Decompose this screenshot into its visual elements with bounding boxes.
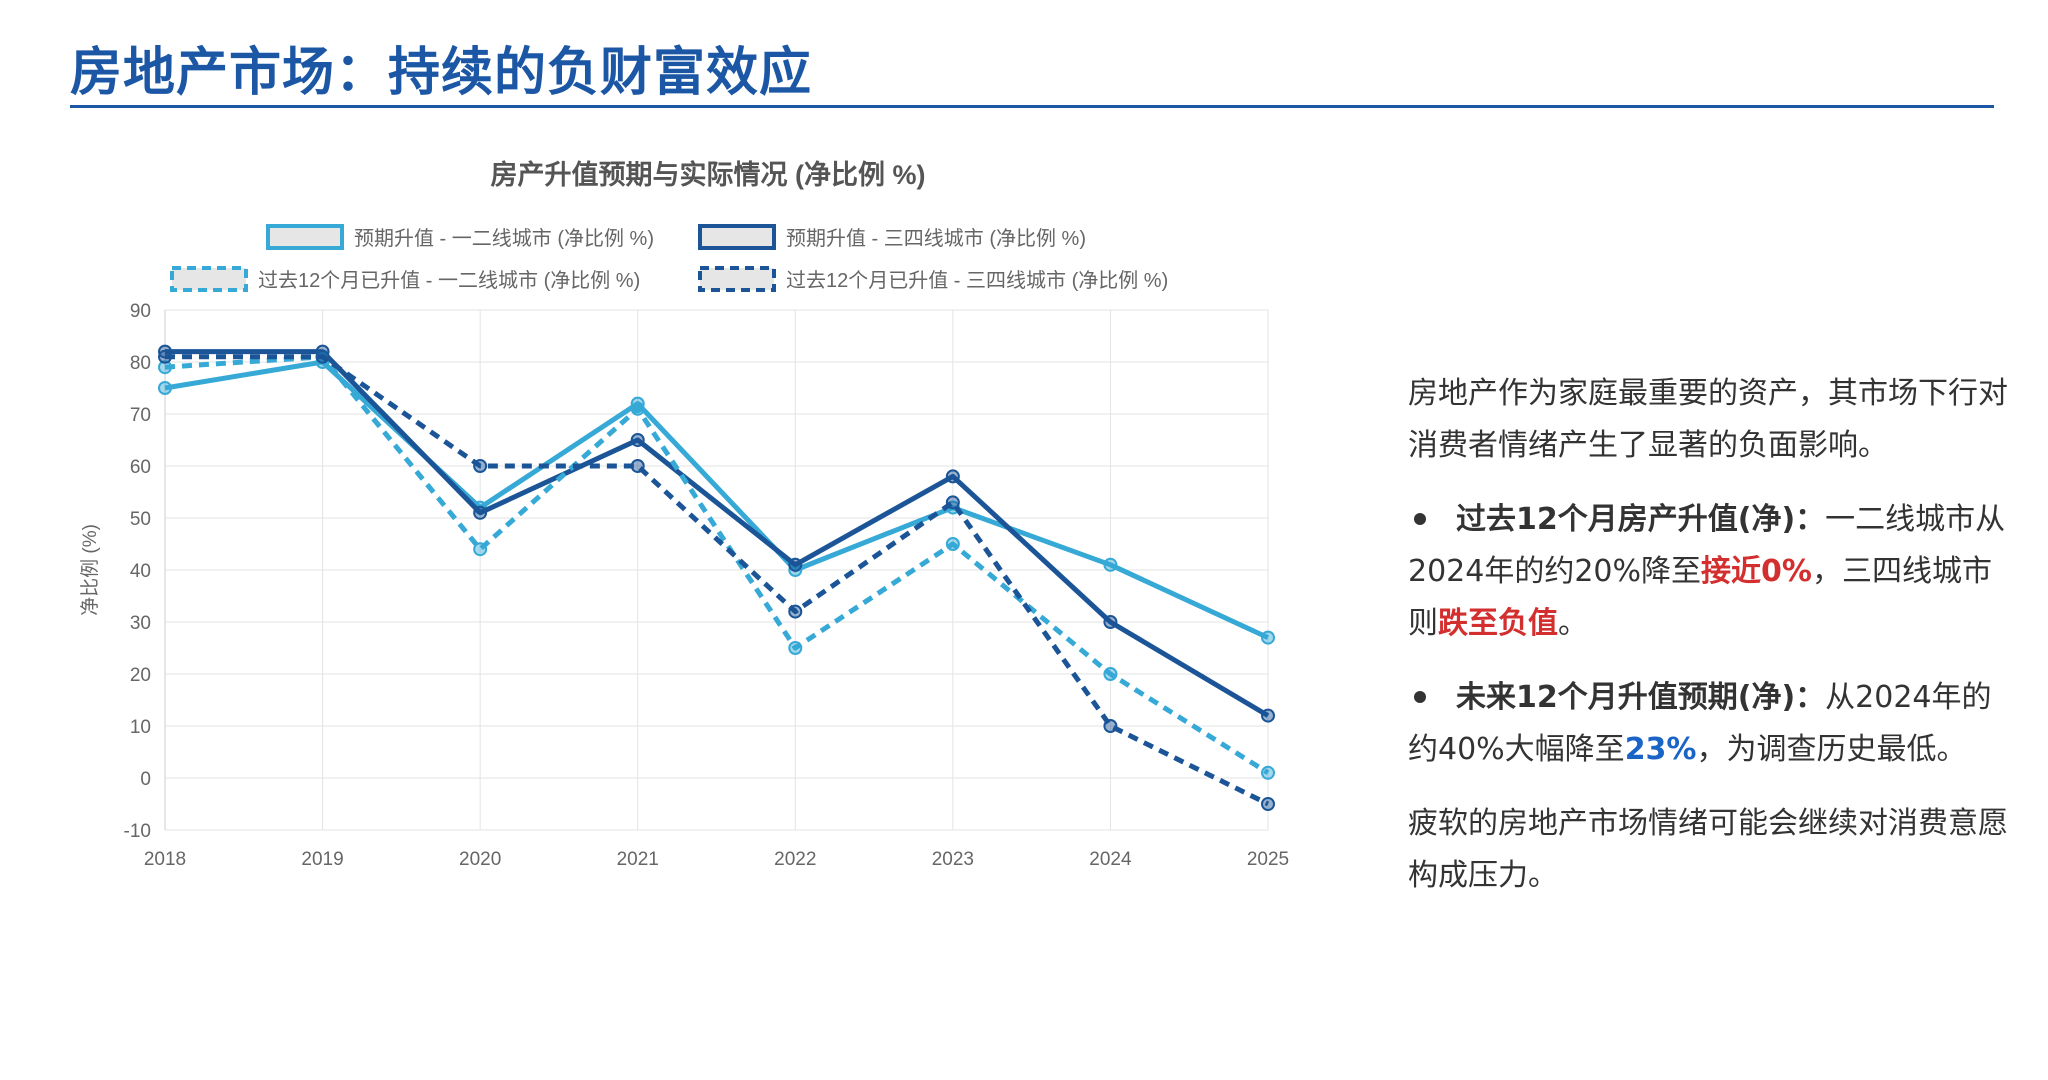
data-point bbox=[945, 537, 960, 551]
data-point bbox=[788, 557, 803, 572]
bullet-text: ，为调查历史最低。 bbox=[1696, 732, 1967, 767]
bullet-text: 一二线城市从2024年的约20%降至 bbox=[1408, 502, 2006, 589]
title-divider bbox=[70, 105, 1994, 108]
y-tick-label: 90 bbox=[130, 301, 151, 322]
highlight-red: 接近0% bbox=[1701, 554, 1812, 589]
x-tick-label: 2021 bbox=[617, 849, 659, 870]
data-point bbox=[1261, 708, 1275, 723]
data-point bbox=[630, 433, 645, 447]
intro-paragraph: 房地产作为家庭最重要的资产，其市场下行对消费者情绪产生了显著的负面影响。 bbox=[1408, 376, 2008, 463]
legend-swatch bbox=[170, 266, 248, 292]
data-point bbox=[1103, 719, 1118, 733]
bullet-text: ，三四线城市则 bbox=[1408, 554, 1992, 641]
series-line-3 bbox=[164, 354, 1270, 775]
x-tick-label: 2019 bbox=[301, 849, 343, 870]
legend-label: 预期升值 - 一二线城市 (净比例 %) bbox=[354, 227, 654, 250]
bullet-label: 过去12个月房产升值(净)： bbox=[1456, 502, 1826, 537]
bullet-dot-icon bbox=[1414, 512, 1426, 525]
data-point bbox=[473, 542, 488, 557]
page-title: 房地产市场：持续的负财富效应 bbox=[70, 43, 813, 103]
y-tick-label: 50 bbox=[130, 509, 151, 530]
highlight-blue: 23% bbox=[1624, 732, 1697, 767]
data-point bbox=[1261, 630, 1275, 645]
y-tick-label: 20 bbox=[130, 665, 151, 686]
x-tick-label: 2022 bbox=[774, 849, 816, 870]
data-point bbox=[1103, 667, 1118, 681]
x-tick-label: 2020 bbox=[459, 849, 501, 870]
y-tick-label: 80 bbox=[130, 353, 151, 374]
bullet-dot-icon bbox=[1414, 690, 1426, 703]
data-point bbox=[788, 641, 803, 655]
x-tick-label: 2024 bbox=[1089, 849, 1132, 870]
chart-title: 房产升值预期与实际情况 (净比例 %) bbox=[491, 159, 926, 190]
legend-swatch bbox=[266, 224, 344, 250]
y-axis-label: 净比例 (%) bbox=[79, 524, 101, 616]
highlight-red: 跌至负值 bbox=[1438, 606, 1558, 641]
data-point bbox=[945, 469, 960, 484]
bullet-past-appreciation: 过去12个月房产升值(净)：一二线城市从2024年的约20%降至接近0%，三四线… bbox=[1408, 494, 2008, 650]
series-line-2 bbox=[165, 349, 1270, 718]
x-tick-label: 2023 bbox=[932, 849, 974, 870]
legend-swatch bbox=[698, 224, 776, 250]
y-tick-label: -10 bbox=[124, 821, 151, 842]
bullet-text: 从2024年的约40%大幅降至 bbox=[1408, 680, 1992, 767]
series-line-1 bbox=[164, 359, 1270, 640]
bullet-text: 。 bbox=[1558, 606, 1588, 641]
legend-label: 过去12个月已升值 - 三四线城市 (净比例 %) bbox=[786, 269, 1168, 292]
outro-paragraph: 疲软的房地产市场情绪可能会继续对消费意愿构成压力。 bbox=[1408, 806, 2008, 893]
y-tick-label: 0 bbox=[140, 769, 151, 790]
bullet-future-expectation: 未来12个月升值预期(净)：从2024年的约40%大幅降至23%，为调查历史最低… bbox=[1408, 672, 2008, 776]
data-point bbox=[945, 495, 960, 510]
data-point bbox=[473, 505, 488, 520]
y-tick-label: 10 bbox=[130, 717, 151, 738]
legend-label: 预期升值 - 三四线城市 (净比例 %) bbox=[786, 227, 1086, 250]
x-tick-label: 2018 bbox=[144, 849, 186, 870]
data-point bbox=[1261, 797, 1275, 811]
data-point bbox=[1103, 615, 1118, 629]
data-point bbox=[630, 401, 645, 416]
y-tick-label: 40 bbox=[130, 561, 151, 582]
y-tick-label: 60 bbox=[130, 457, 151, 478]
data-point bbox=[630, 459, 645, 473]
data-point bbox=[1261, 765, 1275, 780]
line-chart: 房产升值预期与实际情况 (净比例 %) -10 0 10 20 30 40 50 60 70 80 9… bbox=[79, 159, 1289, 870]
data-point bbox=[788, 604, 803, 619]
legend-label: 过去12个月已升值 - 一二线城市 (净比例 %) bbox=[258, 269, 640, 292]
data-point bbox=[158, 349, 172, 364]
y-tick-label: 70 bbox=[130, 405, 151, 426]
data-point bbox=[158, 360, 172, 375]
series-line-4 bbox=[165, 354, 1270, 807]
data-point bbox=[315, 349, 330, 364]
bullet-label: 未来12个月升值预期(净)： bbox=[1456, 680, 1826, 715]
commentary-panel: 房地产作为家庭最重要的资产，其市场下行对消费者情绪产生了显著的负面影响。 过去1… bbox=[1408, 368, 2008, 924]
data-point bbox=[473, 459, 488, 473]
data-point bbox=[158, 381, 172, 395]
data-point bbox=[1103, 557, 1118, 572]
x-tick-label: 2025 bbox=[1247, 849, 1289, 870]
legend-swatch bbox=[698, 266, 776, 292]
y-tick-label: 30 bbox=[130, 613, 151, 634]
